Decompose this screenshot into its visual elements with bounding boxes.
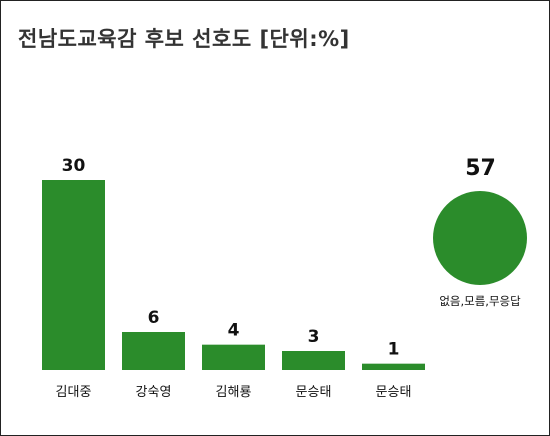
bar-value-label-1: 30 bbox=[62, 156, 86, 176]
bar-4 bbox=[282, 351, 345, 370]
bar-5 bbox=[362, 363, 425, 370]
category-label-1: 김대중 bbox=[56, 385, 92, 400]
bar-value-label-4: 3 bbox=[308, 327, 320, 347]
chart-title: 전남도교육감 후보 선호도 [단위:%] bbox=[18, 27, 350, 51]
category-label-5: 문승태 bbox=[376, 385, 412, 400]
category-label-2: 강숙영 bbox=[136, 385, 172, 400]
bubble-circle bbox=[433, 191, 527, 285]
bar-value-label-2: 6 bbox=[148, 308, 160, 328]
bar-value-label-5: 1 bbox=[388, 340, 400, 360]
bar-1 bbox=[42, 180, 105, 370]
bar-3 bbox=[202, 344, 265, 370]
bar-2 bbox=[122, 332, 185, 370]
bubble-category-label: 없음,모름,무응답 bbox=[439, 294, 521, 308]
category-label-4: 문승태 bbox=[296, 385, 332, 400]
bar-value-label-3: 4 bbox=[228, 321, 240, 341]
category-label-3: 김해룡 bbox=[216, 385, 252, 400]
bubble-value-label: 57 bbox=[465, 156, 496, 181]
